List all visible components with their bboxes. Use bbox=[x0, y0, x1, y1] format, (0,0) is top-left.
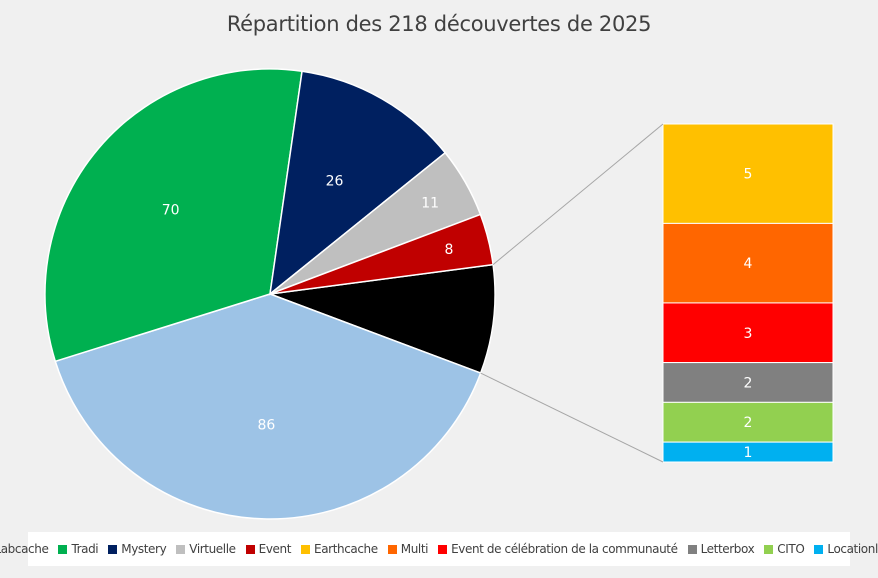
legend-item-mystery: Mystery bbox=[108, 542, 167, 556]
legend-swatch bbox=[245, 544, 255, 554]
chart-legend: Labcache Tradi Mystery Virtuelle Event Earthc… bbox=[0, 532, 878, 566]
legend-swatch bbox=[176, 544, 186, 554]
bar-label-letterbox: 2 bbox=[744, 375, 753, 391]
legend-label: Letterbox bbox=[700, 542, 755, 556]
legend-swatch bbox=[108, 544, 118, 554]
bar-label-multi: 4 bbox=[744, 256, 753, 272]
legend-swatch bbox=[687, 544, 697, 554]
pie-slice-labcache bbox=[54, 293, 482, 520]
legend-swatch bbox=[301, 544, 311, 554]
bar-label-earthcache: 5 bbox=[744, 167, 753, 183]
bar-segment-event-de-celebration-de-la-communaute bbox=[662, 302, 834, 364]
legend-item-multi: Multi bbox=[387, 542, 429, 556]
legend-label: Tradi bbox=[71, 542, 99, 556]
legend-item-letterbox: Letterbox bbox=[687, 542, 755, 556]
legend-label: Event de célébration de la communauté bbox=[451, 542, 678, 556]
pie-label-virtuelle: 11 bbox=[421, 195, 439, 211]
legend-label: Mystery bbox=[121, 542, 167, 556]
bar-segment-letterbox bbox=[662, 362, 834, 403]
legend-item-virtuelle: Virtuelle bbox=[176, 542, 236, 556]
legend-item-cito: CITO bbox=[764, 542, 805, 556]
legend-swatch bbox=[387, 544, 397, 554]
bar-label-cito: 2 bbox=[744, 415, 753, 431]
bar-segment-cito bbox=[662, 401, 834, 443]
legend-label: Virtuelle bbox=[189, 542, 236, 556]
legend-item-event-de-celebration-de-la-communaute: Event de célébration de la communauté bbox=[438, 542, 678, 556]
legend-item-tradi: Tradi bbox=[58, 542, 99, 556]
legend-item-earthcache: Earthcache bbox=[301, 542, 378, 556]
bar-label-event-de-celebration-de-la-communaute: 3 bbox=[744, 326, 753, 342]
bar-segment-locationless bbox=[662, 441, 834, 463]
bar-segment-earthcache bbox=[662, 123, 834, 224]
bar-segment-multi bbox=[662, 222, 834, 304]
pie-slice-other bbox=[269, 263, 496, 375]
pie-slice-tradi bbox=[44, 68, 303, 363]
legend-item-locationless: Locationless bbox=[814, 542, 878, 556]
legend-swatch bbox=[58, 544, 68, 554]
legend-swatch bbox=[764, 544, 774, 554]
connector-line-bottom bbox=[480, 372, 664, 463]
legend-label: Labcache bbox=[0, 542, 49, 556]
pie-slice-mystery bbox=[268, 70, 447, 296]
legend-swatch bbox=[814, 544, 824, 554]
pie-label-mystery: 26 bbox=[326, 174, 344, 190]
pie-label-event: 8 bbox=[444, 242, 453, 258]
connector-line-top bbox=[492, 123, 664, 266]
pie-label-labcache: 86 bbox=[257, 417, 275, 433]
bar-label-locationless: 1 bbox=[744, 445, 753, 461]
legend-item-event: Event bbox=[245, 542, 292, 556]
pie-label-tradi: 70 bbox=[162, 202, 180, 218]
legend-label: CITO bbox=[777, 542, 805, 556]
legend-label: Event bbox=[258, 542, 292, 556]
legend-item-labcache: Labcache bbox=[0, 542, 49, 556]
legend-label: Multi bbox=[400, 542, 429, 556]
legend-swatch bbox=[438, 544, 448, 554]
chart-title: Répartition des 218 découvertes de 2025 bbox=[226, 12, 652, 36]
legend-label: Earthcache bbox=[314, 542, 378, 556]
legend-label: Locationless bbox=[827, 542, 878, 556]
